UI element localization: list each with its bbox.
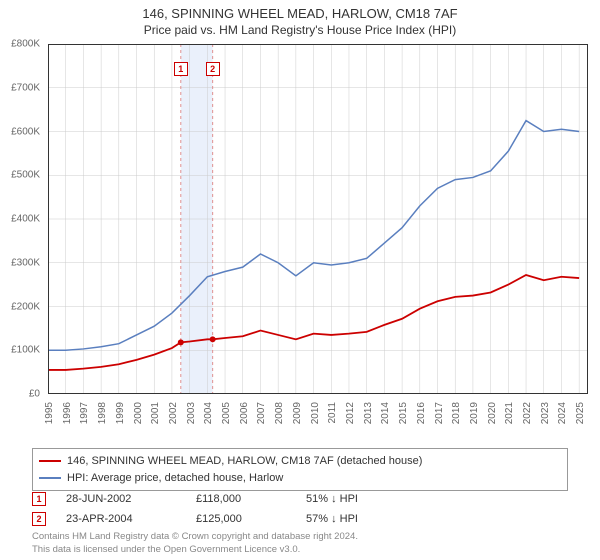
chart-svg [48, 44, 588, 394]
y-tick-label: £500K [11, 170, 40, 181]
x-tick-label: 2000 [133, 402, 144, 424]
x-tick-label: 2021 [504, 402, 515, 424]
y-tick-label: £0 [29, 389, 40, 400]
sale-date: 23-APR-2004 [66, 513, 196, 525]
x-tick-label: 1998 [97, 402, 108, 424]
x-tick-label: 1996 [62, 402, 73, 424]
x-tick-label: 2007 [256, 402, 267, 424]
x-tick-label: 2016 [416, 402, 427, 424]
y-tick-label: £300K [11, 257, 40, 268]
x-axis-labels: 1995199619971998199920002001200220032004… [48, 394, 588, 444]
sale-row-1: 1 28-JUN-2002 £118,000 51% ↓ HPI [32, 492, 568, 506]
x-tick-label: 2005 [221, 402, 232, 424]
x-tick-label: 2013 [363, 402, 374, 424]
x-tick-label: 2002 [168, 402, 179, 424]
sale-row-2: 2 23-APR-2004 £125,000 57% ↓ HPI [32, 512, 568, 526]
sale-price: £125,000 [196, 513, 306, 525]
x-tick-label: 2008 [274, 402, 285, 424]
footnote-line: This data is licensed under the Open Gov… [32, 544, 358, 556]
chart-title: 146, SPINNING WHEEL MEAD, HARLOW, CM18 7… [0, 0, 600, 21]
footnote: Contains HM Land Registry data © Crown c… [32, 531, 358, 556]
legend-item-hpi: HPI: Average price, detached house, Harl… [39, 470, 561, 487]
x-tick-label: 2003 [186, 402, 197, 424]
plot-area: 12 [48, 44, 588, 394]
x-tick-label: 2020 [487, 402, 498, 424]
x-tick-label: 2023 [540, 402, 551, 424]
legend: 146, SPINNING WHEEL MEAD, HARLOW, CM18 7… [32, 448, 568, 491]
y-tick-label: £800K [11, 39, 40, 50]
x-tick-label: 2015 [398, 402, 409, 424]
chart-container: 146, SPINNING WHEEL MEAD, HARLOW, CM18 7… [0, 0, 600, 560]
sale-price: £118,000 [196, 493, 306, 505]
x-tick-label: 2010 [310, 402, 321, 424]
x-tick-label: 2006 [239, 402, 250, 424]
x-tick-label: 2009 [292, 402, 303, 424]
x-tick-label: 2011 [327, 402, 338, 424]
y-tick-label: £100K [11, 345, 40, 356]
x-tick-label: 2018 [451, 402, 462, 424]
x-tick-label: 2012 [345, 402, 356, 424]
legend-label: 146, SPINNING WHEEL MEAD, HARLOW, CM18 7… [67, 453, 422, 470]
y-tick-label: £400K [11, 214, 40, 225]
chart-subtitle: Price paid vs. HM Land Registry's House … [0, 21, 600, 41]
x-tick-label: 1995 [44, 402, 55, 424]
chart-sale-marker: 1 [174, 62, 188, 76]
legend-label: HPI: Average price, detached house, Harl… [67, 470, 283, 487]
y-tick-label: £600K [11, 126, 40, 137]
sale-marker-icon: 1 [32, 492, 46, 506]
x-tick-label: 2024 [557, 402, 568, 424]
y-tick-label: £700K [11, 82, 40, 93]
sale-date: 28-JUN-2002 [66, 493, 196, 505]
sale-hpi: 57% ↓ HPI [306, 513, 396, 525]
footnote-line: Contains HM Land Registry data © Crown c… [32, 531, 358, 543]
x-tick-label: 2004 [203, 402, 214, 424]
x-tick-label: 2022 [522, 402, 533, 424]
x-tick-label: 2001 [150, 402, 161, 424]
chart-sale-marker: 2 [206, 62, 220, 76]
x-tick-label: 2025 [575, 402, 586, 424]
legend-swatch [39, 460, 61, 462]
x-tick-label: 1999 [115, 402, 126, 424]
sale-hpi: 51% ↓ HPI [306, 493, 396, 505]
x-tick-label: 2017 [434, 402, 445, 424]
x-tick-label: 2019 [469, 402, 480, 424]
legend-swatch [39, 477, 61, 479]
legend-item-property: 146, SPINNING WHEEL MEAD, HARLOW, CM18 7… [39, 453, 561, 470]
y-tick-label: £200K [11, 301, 40, 312]
y-axis-labels: £0£100K£200K£300K£400K£500K£600K£700K£80… [0, 44, 44, 394]
sale-marker-icon: 2 [32, 512, 46, 526]
x-tick-label: 2014 [380, 402, 391, 424]
x-tick-label: 1997 [79, 402, 90, 424]
